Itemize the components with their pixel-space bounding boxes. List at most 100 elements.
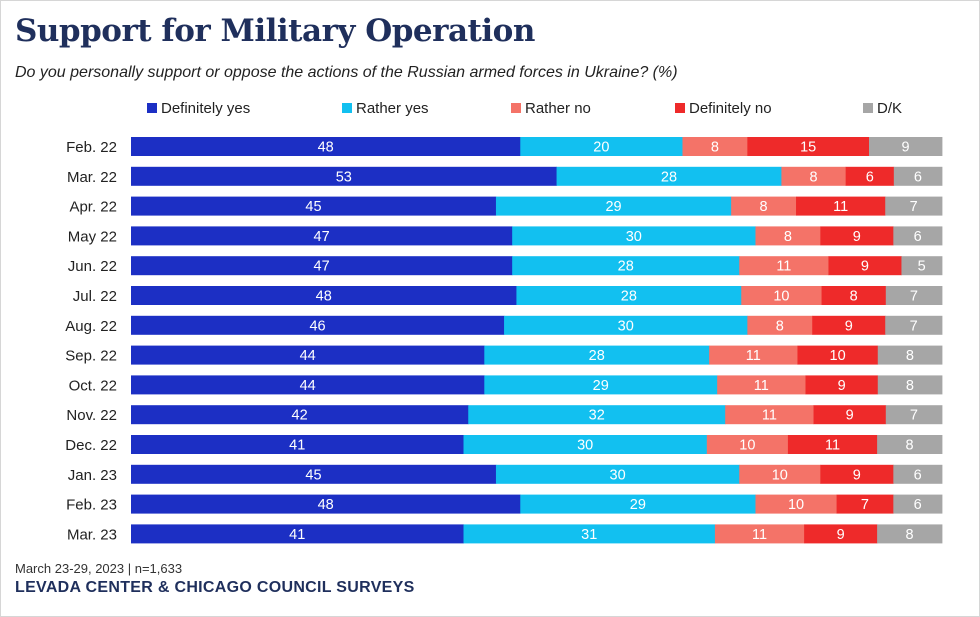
bar-value-label: 6: [914, 229, 922, 245]
bar-segment: [739, 256, 829, 276]
bar-segment: [877, 345, 943, 365]
bar-value-label: 7: [910, 318, 918, 334]
bar-segment: [131, 375, 485, 395]
bar-value-label: 47: [314, 259, 330, 275]
bar-value-label: 11: [825, 438, 840, 454]
bar-value-label: 8: [906, 378, 914, 394]
bar-value-label: 7: [910, 289, 918, 305]
bar-segment: [725, 405, 814, 425]
bar-value-label: 9: [838, 378, 846, 394]
bar-value-label: 28: [661, 169, 677, 185]
bar-value-label: 29: [605, 199, 621, 215]
bar-segment: [495, 464, 740, 484]
bar-value-label: 8: [850, 289, 858, 305]
bar-segment: [820, 464, 894, 484]
bar-segment: [877, 435, 943, 454]
category-label: Mar. 23: [67, 526, 117, 543]
legend-item-definitely-no: Definitely no: [675, 99, 772, 117]
bar-segment: [893, 494, 943, 514]
bar-value-label: 8: [809, 169, 817, 185]
bar-segment: [845, 166, 895, 186]
bar-segment: [787, 435, 878, 454]
bar-segment: [131, 435, 464, 454]
bar-value-label: 30: [577, 438, 593, 454]
bar-value-label: 8: [784, 229, 792, 245]
bar-value-label: 11: [746, 348, 761, 364]
bar-value-label: 10: [788, 497, 804, 513]
bar-segment: [893, 226, 943, 246]
category-label: Dec. 22: [65, 437, 117, 454]
bar-segment: [520, 494, 756, 514]
bar-segment: [747, 315, 813, 335]
category-label: Apr. 22: [69, 199, 117, 216]
bar-segment: [797, 345, 879, 365]
bar-segment: [796, 196, 886, 216]
bar-segment: [820, 226, 894, 246]
category-label: Jul. 22: [73, 288, 117, 305]
bar-value-label: 41: [289, 527, 305, 543]
bar-segment: [885, 196, 943, 216]
bar-value-label: 44: [300, 348, 316, 364]
bar-segment: [468, 405, 726, 425]
bar-segment: [813, 405, 887, 425]
category-label: May 22: [68, 228, 117, 245]
bar-value-label: 47: [314, 229, 330, 245]
bar-segment: [495, 196, 732, 216]
bar-segment: [741, 286, 822, 305]
bar-segment: [901, 256, 943, 276]
bar-value-label: 30: [618, 318, 634, 334]
bar-segment: [709, 345, 798, 365]
bar-value-label: 8: [906, 438, 914, 454]
bar-segment: [131, 405, 469, 425]
bar-value-label: 11: [762, 408, 777, 424]
legend-swatch: [342, 103, 352, 113]
bar-segment: [512, 226, 756, 246]
bar-segment: [869, 137, 943, 156]
bar-segment: [717, 375, 806, 395]
bar-segment: [812, 315, 886, 335]
category-label: Mar. 22: [67, 169, 117, 186]
bar-value-label: 30: [610, 467, 626, 483]
bar-segment: [739, 464, 821, 484]
legend-swatch: [675, 103, 685, 113]
bar-value-label: 10: [772, 467, 788, 483]
category-label: Feb. 23: [66, 497, 117, 514]
bar-segment: [504, 315, 748, 335]
bar-value-label: 9: [837, 527, 845, 543]
bar-value-label: 41: [289, 438, 305, 454]
bar-segment: [131, 166, 557, 186]
bar-segment: [755, 226, 821, 246]
bar-segment: [805, 375, 879, 395]
bar-value-label: 28: [618, 259, 634, 275]
bar-segment: [520, 137, 683, 156]
legend-item-rather-yes: Rather yes: [342, 99, 429, 117]
bar-segment: [714, 524, 805, 544]
bar-value-label: 45: [305, 467, 321, 483]
bar-value-label: 29: [630, 497, 646, 513]
bar-segment: [131, 315, 505, 335]
bar-segment: [484, 345, 710, 365]
bar-segment: [885, 286, 943, 305]
bar-segment: [731, 196, 797, 216]
legend-label: Rather no: [525, 99, 591, 117]
source-credit: LEVADA CENTER & CHICAGO COUNCIL SURVEYS: [15, 579, 415, 596]
bar-value-label: 11: [752, 527, 767, 543]
bar-value-label: 6: [914, 169, 922, 185]
bar-segment: [821, 286, 887, 305]
bar-segment: [131, 524, 464, 544]
bar-segment: [131, 256, 513, 276]
bar-segment: [877, 524, 943, 544]
bar-value-label: 20: [593, 140, 609, 156]
bar-value-label: 7: [910, 408, 918, 424]
category-label: Feb. 22: [66, 139, 117, 156]
chart-title: Support for Military Operation: [15, 13, 535, 49]
category-label: Nov. 22: [66, 407, 117, 424]
bar-value-label: 48: [316, 289, 332, 305]
category-label: Oct. 22: [69, 377, 117, 394]
bar-segment: [804, 524, 878, 544]
bar-value-label: 5: [918, 259, 926, 275]
bar-value-label: 8: [906, 527, 914, 543]
bar-segment: [682, 137, 748, 156]
bar-value-label: 15: [800, 140, 816, 156]
bar-value-label: 48: [318, 497, 334, 513]
